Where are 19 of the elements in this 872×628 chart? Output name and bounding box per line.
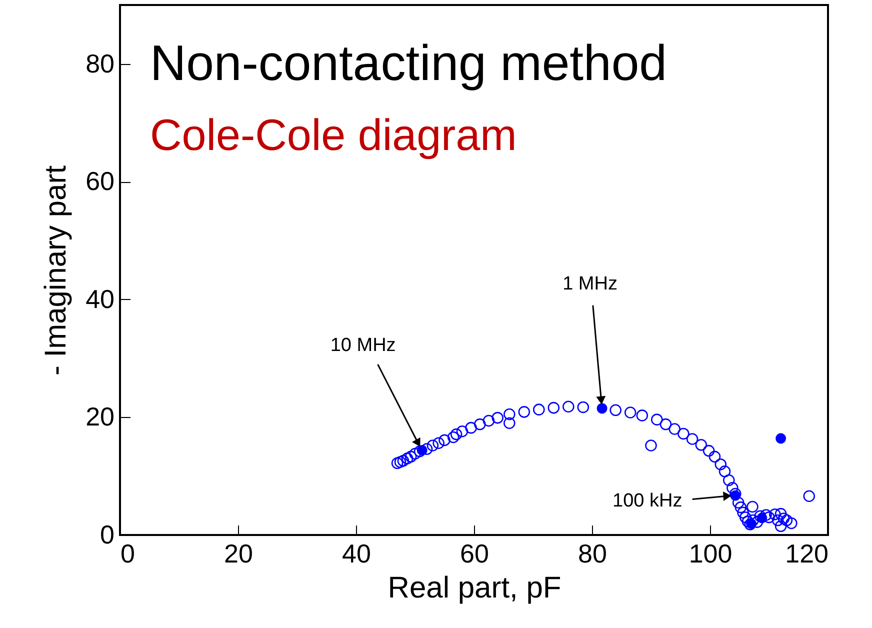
text: Cole-Cole diagram <box>150 111 517 160</box>
x-tick-label: 80 <box>578 538 607 568</box>
x-tick-label: 20 <box>224 538 253 568</box>
x-tick-label: 0 <box>120 538 135 568</box>
y-tick-label: 80 <box>86 48 114 78</box>
y-tick-label: 0 <box>100 520 114 550</box>
annotation: 100 kHz <box>612 490 682 512</box>
x-tick-label: 60 <box>460 538 489 568</box>
annotation: 10 MHz <box>330 335 396 356</box>
x-tick-label: 120 <box>785 538 828 568</box>
text: Non-contacting method <box>150 35 667 91</box>
annotation: 1 MHz <box>562 273 618 294</box>
y-tick-label: 40 <box>86 284 114 314</box>
x-tick-label: 40 <box>342 538 371 568</box>
y-axis-title: - Imaginary part <box>40 164 73 376</box>
y-tick-label: 60 <box>86 166 114 196</box>
x-tick-label: 100 <box>688 538 732 568</box>
x-axis-title: Real part, pF <box>388 572 562 604</box>
y-tick-label: 20 <box>86 402 114 432</box>
